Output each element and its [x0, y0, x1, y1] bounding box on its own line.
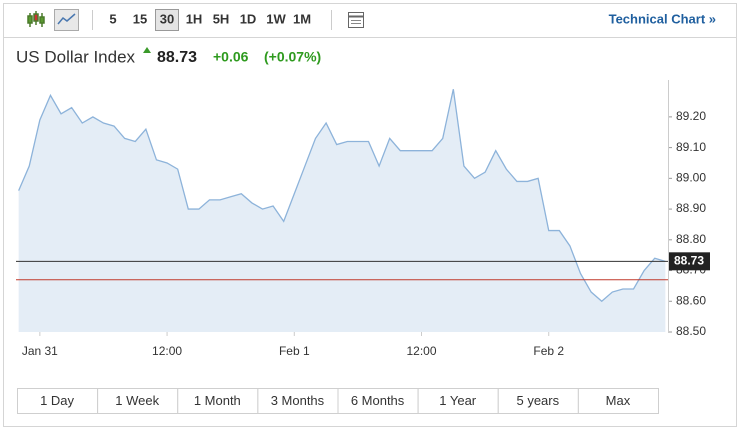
instrument-title: US Dollar Index: [16, 47, 136, 66]
interval-button[interactable]: 30: [160, 11, 174, 26]
range-label[interactable]: Max: [606, 393, 631, 408]
range-label[interactable]: 3 Months: [271, 393, 325, 408]
candle-icon[interactable]: [27, 11, 45, 27]
x-tick-label: 12:00: [406, 344, 436, 358]
price-line: [18, 89, 666, 303]
y-tick-label: 88.60: [676, 293, 706, 307]
x-tick-label: 12:00: [152, 344, 182, 358]
interval-button[interactable]: 15: [133, 11, 147, 26]
range-button[interactable]: [497, 388, 579, 414]
y-tick-label: 89.20: [676, 109, 706, 123]
range-label[interactable]: 6 Months: [351, 393, 405, 408]
range-label[interactable]: 1 Week: [115, 393, 159, 408]
plot: investing.com88.5088.6088.7088.8088.9089…: [16, 80, 710, 358]
range-label[interactable]: 1 Year: [439, 393, 477, 408]
y-tick-label: 89.00: [676, 171, 706, 185]
change: +0.06: [213, 49, 249, 65]
range-buttons: 1 Day 1 Week 1 Month 3 Months 6 Months 1 Year…: [17, 388, 659, 414]
x-tick-label: Jan 31: [22, 344, 58, 358]
change-percent: (+0.07%): [264, 49, 321, 65]
up-arrow: [143, 47, 151, 53]
y-tick-label: 88.50: [676, 324, 706, 338]
range-button[interactable]: [577, 388, 659, 414]
interval-buttons: 5 15 30 1H 5H 1D 1W 1M: [109, 9, 311, 31]
range-button[interactable]: [17, 388, 99, 414]
interval-button[interactable]: 1W: [266, 11, 286, 26]
table-icon[interactable]: [348, 12, 364, 28]
last-price-label: 88.73: [674, 253, 704, 267]
price: 88.73: [157, 49, 197, 66]
range-button[interactable]: [417, 388, 499, 414]
interval-button[interactable]: 1M: [293, 11, 311, 26]
interval-button[interactable]: 1H: [186, 11, 203, 26]
y-tick-label: 88.90: [676, 201, 706, 215]
interval-button[interactable]: 5H: [213, 11, 230, 26]
technical-chart-link[interactable]: Technical Chart »: [609, 11, 716, 26]
range-label[interactable]: 5 years: [516, 393, 559, 408]
x-tick-label: Feb 2: [533, 344, 564, 358]
interval-button[interactable]: 1D: [240, 11, 257, 26]
y-tick-label: 88.80: [676, 232, 706, 246]
x-tick-label: Feb 1: [279, 344, 310, 358]
interval-button[interactable]: 5: [109, 11, 116, 26]
range-button[interactable]: [177, 388, 259, 414]
selected-interval-box: [155, 9, 179, 31]
range-button[interactable]: [257, 388, 339, 414]
range-label[interactable]: 1 Day: [40, 393, 74, 408]
range-button[interactable]: [337, 388, 419, 414]
range-button[interactable]: [97, 388, 179, 414]
range-label[interactable]: 1 Month: [194, 393, 241, 408]
line-icon[interactable]: [54, 9, 79, 31]
last-price-badge: [669, 252, 710, 271]
y-tick-label: 89.10: [676, 140, 706, 154]
area-fill: [18, 89, 666, 332]
